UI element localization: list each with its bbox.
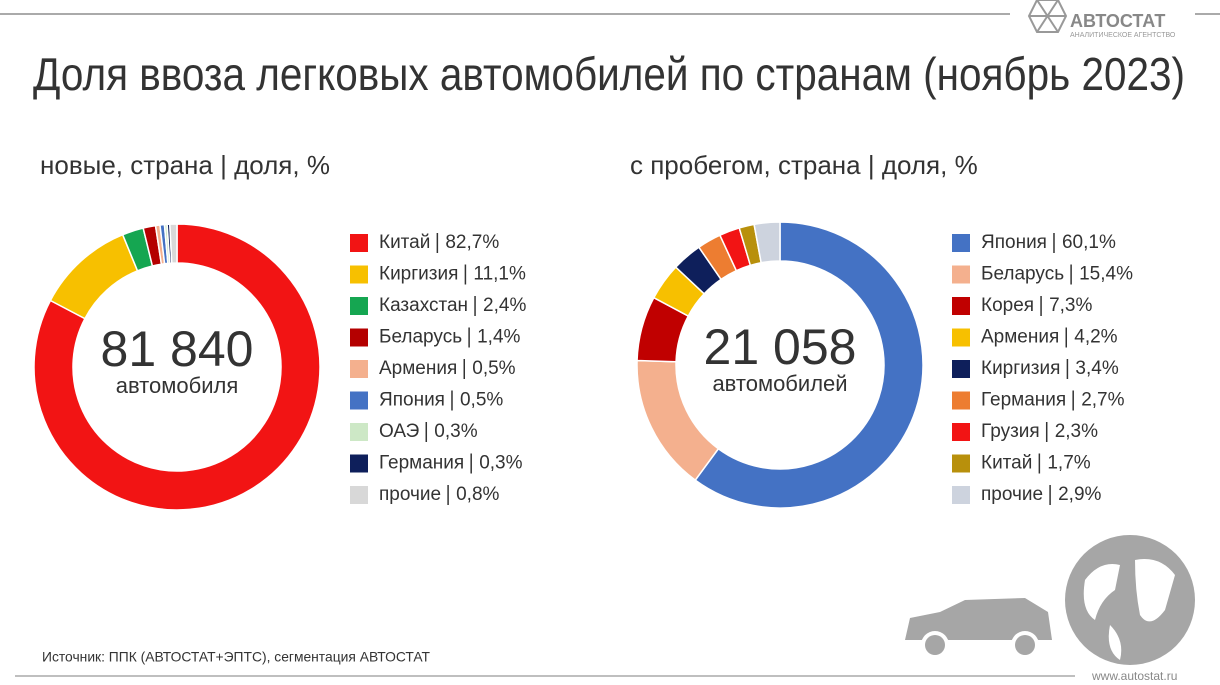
logo: АВТОСТАТ [1070,11,1165,31]
value-label: 1,4% [477,327,520,348]
value-label: 3,4% [1075,358,1118,379]
legend-label: Китай [379,232,430,253]
legend-swatch [350,360,368,378]
legend-swatch [952,360,970,378]
legend-label: Китай [981,453,1032,474]
donut-segment [694,221,924,509]
value-label: 2,7% [1081,390,1124,411]
donut-segment [49,233,139,320]
value-label: 15,4% [1079,264,1133,285]
value-label: 0,5% [460,390,503,411]
legend-label: прочие [981,484,1043,505]
legend-swatch [952,234,970,252]
value-label: 2,4% [483,295,526,316]
donut-segment [753,221,781,264]
legend-swatch [350,234,368,252]
legend-label: Киргизия [981,358,1060,379]
legend-label: Киргизия [379,264,458,285]
value-label: 7,3% [1049,295,1092,316]
legend-label: Япония [981,232,1047,253]
value-label: 0,5% [472,358,515,379]
donut-segment [169,223,178,264]
legend-label: Казахстан [379,295,468,316]
logo-sub: АНАЛИТИЧЕСКОЕ АГЕНТСТВО [1070,32,1176,39]
legend-label: Беларусь [981,264,1064,285]
legend-swatch [350,391,368,410]
legend-swatch [952,297,970,315]
donut-segment [33,223,321,511]
value-label: 0,3% [434,421,477,442]
center-unit: автомобилей [712,371,847,396]
value-label: 0,8% [456,484,499,505]
legend-swatch [952,423,970,441]
legend-swatch [350,486,368,504]
legend-label: прочие [379,484,441,505]
value-label: 1,7% [1047,453,1090,474]
legend-swatch [350,454,368,473]
value-label: 82,7% [445,232,499,253]
legend-label: ОАЭ [379,421,419,442]
legend-label: Япония [379,390,445,411]
subtitle: с пробегом, страна | доля, % [630,150,978,180]
subtitle: новые, страна | доля, % [40,150,330,180]
value-label: 0,3% [479,453,522,474]
legend-swatch [350,265,368,284]
logo-icon [1027,0,1068,33]
legend-label: Армения [379,358,457,379]
site: www.autostat.ru [1091,669,1177,683]
source: Источник: ППК (АВТОСТАТ+ЭПТС), сегментац… [42,649,430,665]
center-total: 21 058 [704,319,857,375]
legend-label: Корея [981,295,1034,316]
value-label: 2,9% [1058,484,1101,505]
legend-label: Германия [981,390,1066,411]
donut-segment [636,359,720,482]
legend-swatch [952,486,970,504]
legend-label: Германия [379,453,464,474]
legend-swatch [350,328,368,347]
center-total: 81 840 [101,321,254,377]
value-label: 11,1% [473,264,526,285]
car-icon [905,598,1052,659]
value-label: 60,1% [1062,232,1116,253]
legend-swatch [952,265,970,284]
legend-label: Грузия [981,421,1040,442]
legend-swatch [952,454,970,473]
legend-swatch [952,328,970,347]
legend-label: Армения [981,327,1059,348]
legend-swatch [952,391,970,410]
title: Доля ввоза легковых автомобилей по стран… [33,48,1185,100]
globe-icon [1065,535,1195,665]
legend-swatch [350,297,368,315]
value-label: 4,2% [1074,327,1117,348]
value-label: 2,3% [1055,421,1098,442]
legend-swatch [350,423,368,441]
center-unit: автомобиля [116,373,239,398]
legend-label: Беларусь [379,327,462,348]
